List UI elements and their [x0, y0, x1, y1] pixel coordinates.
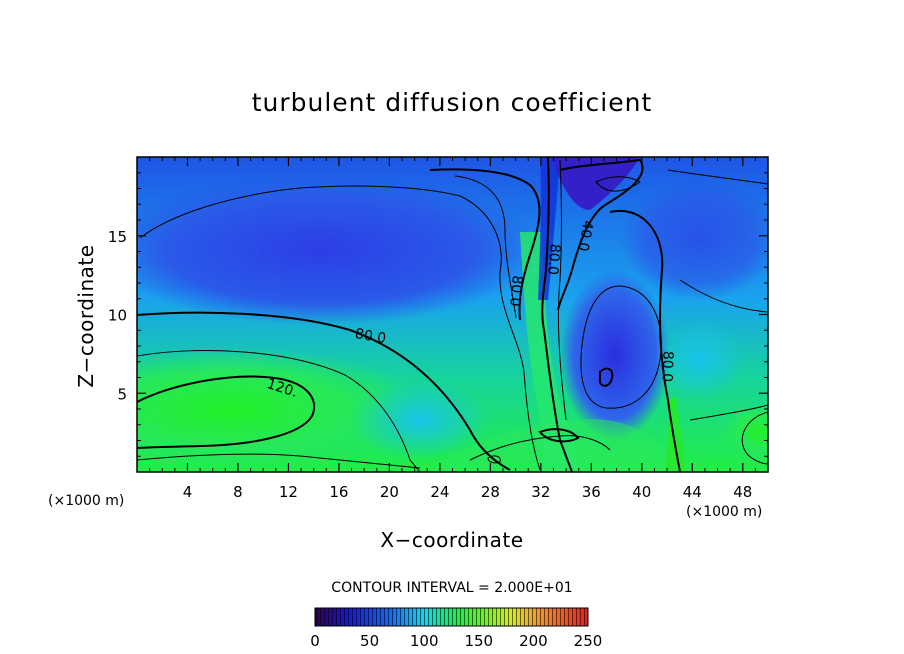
contour-label: 80.0	[506, 275, 525, 307]
colorbar	[314, 607, 589, 627]
colorbar-tick-label: 0	[310, 632, 320, 650]
contour-bottom-lens	[538, 428, 580, 443]
x-tick-label: 12	[279, 483, 298, 501]
cyan-neck-region	[350, 380, 490, 460]
contour-top-small	[595, 176, 641, 192]
colorbar-tick-label: 150	[464, 632, 493, 650]
colorbar-ticks: 0 50 100 150 200 250	[310, 632, 602, 650]
x-tick-label: 20	[380, 483, 399, 501]
contour-upper-outer	[429, 168, 541, 321]
contour-left-thin-b	[137, 453, 421, 469]
chart-title: turbulent diffusion coefficient	[252, 88, 653, 117]
contour-label: 40.0	[574, 219, 595, 252]
contour-label: 80.0	[659, 351, 676, 383]
contour-right-thin-b	[679, 279, 768, 313]
y-tick-label: 10	[108, 307, 127, 325]
right-green-spike	[666, 395, 686, 470]
upper-left-blue-region	[137, 175, 540, 325]
colorbar-tick-label: 200	[519, 632, 548, 650]
contour-80-left	[137, 311, 511, 471]
contour-right-cell	[580, 285, 662, 409]
contour-bottom-small	[487, 455, 501, 464]
y-tick-label: 15	[108, 228, 127, 246]
contour-jet-thin	[557, 159, 567, 421]
contour-jet-80	[541, 157, 573, 472]
x-tick-label: 8	[233, 483, 243, 501]
x-tick-label: 16	[329, 483, 348, 501]
upper-right-blue-region	[620, 180, 768, 300]
contour-interval-text: CONTOUR INTERVAL = 2.000E+01	[331, 580, 572, 596]
y-axis-unit: (×1000 m)	[48, 493, 124, 509]
x-tick-label: 48	[733, 483, 752, 501]
contour-40-top	[557, 158, 644, 311]
top-purple-core	[552, 157, 640, 210]
colorbar-tick-label: 250	[574, 632, 603, 650]
contour-bottom-band	[469, 435, 611, 461]
contour-right-thin-a	[667, 169, 768, 185]
x-tick-label: 40	[632, 483, 651, 501]
x-axis-label: X−coordinate	[380, 528, 523, 552]
mid-right-cyan-region	[655, 320, 745, 400]
contour-right-thin-c	[689, 404, 768, 421]
contour-lines	[137, 157, 768, 472]
y-tick-label: 5	[117, 385, 127, 403]
y-axis-label: Z−coordinate	[74, 244, 98, 387]
green-plume	[520, 232, 580, 470]
x-axis-unit: (×1000 m)	[686, 504, 762, 520]
colorbar-frame	[314, 607, 589, 627]
x-tick-label: 44	[683, 483, 702, 501]
contour-labels: 120.80.080.080.040.080.0	[265, 219, 676, 401]
contour-upper-inner	[454, 175, 517, 319]
contour-label: 80.0	[354, 326, 387, 347]
contour-left-thin-a	[137, 349, 421, 472]
contour-right-thin-d	[741, 411, 768, 465]
contour-upper-jag	[139, 185, 541, 471]
contour-cell-core	[599, 367, 614, 387]
x-tick-label: 24	[430, 483, 449, 501]
colorbar-tick-label: 100	[410, 632, 439, 650]
x-tick-label: 36	[582, 483, 601, 501]
x-tick-label: 28	[481, 483, 500, 501]
contour-120-left	[137, 375, 316, 449]
x-tick-label: 32	[531, 483, 550, 501]
lower-green-band	[430, 419, 690, 470]
colorbar-stripes	[315, 608, 588, 626]
right-blue-cell-region	[560, 270, 670, 440]
colorbar-tick-label: 50	[360, 632, 379, 650]
contour-label: 80.0	[544, 243, 563, 275]
x-tick-label: 4	[183, 483, 193, 501]
